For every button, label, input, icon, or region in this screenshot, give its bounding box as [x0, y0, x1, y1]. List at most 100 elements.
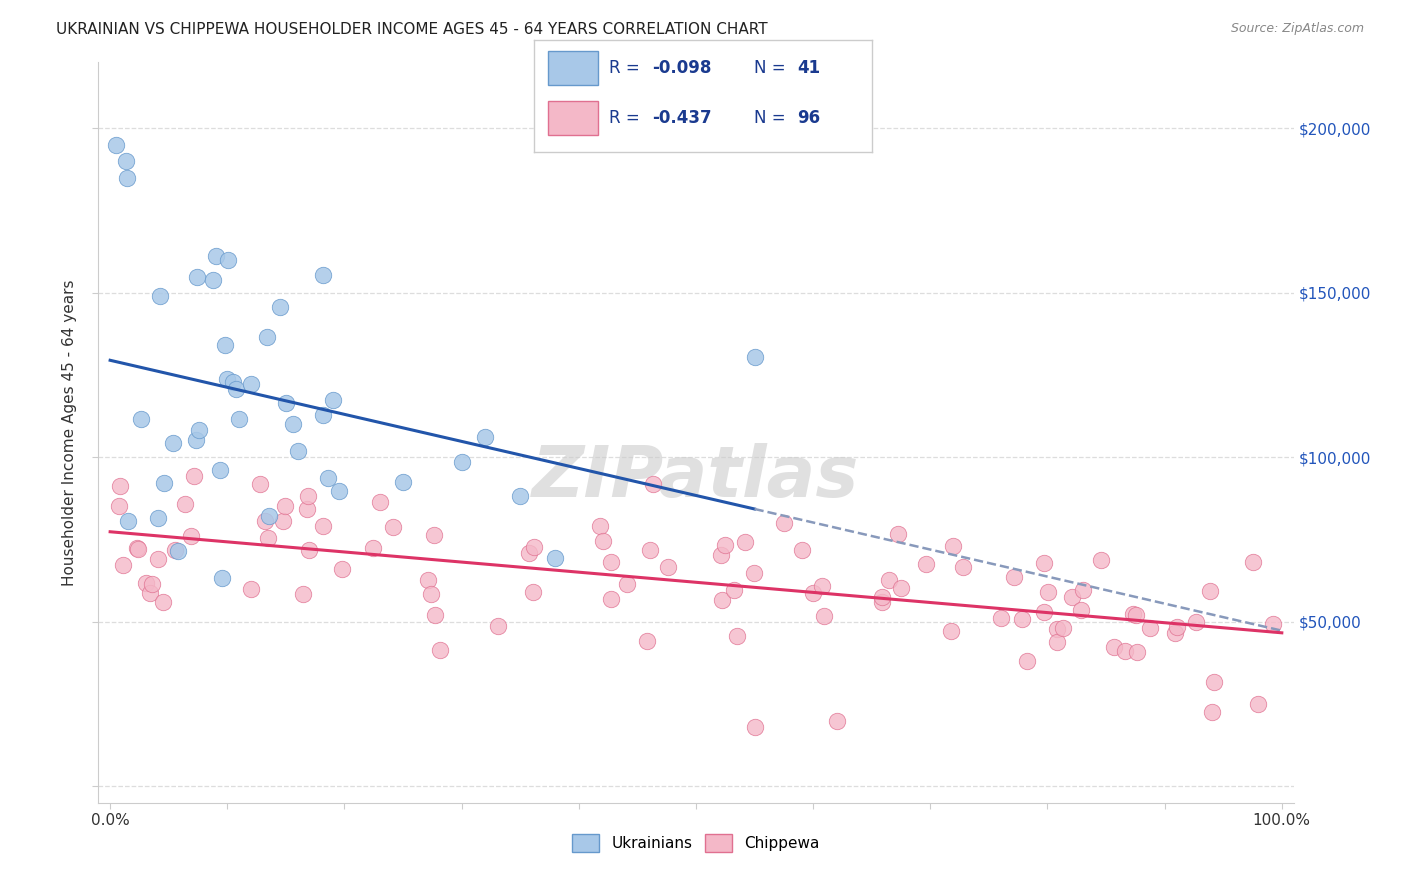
Point — [146, 551, 169, 566]
Point — [1164, 626, 1187, 640]
Point — [1046, 622, 1069, 636]
Point — [298, 543, 321, 558]
Point — [104, 137, 127, 152]
Point — [942, 539, 965, 553]
Point — [418, 573, 440, 587]
Point — [772, 516, 794, 530]
Point — [239, 377, 262, 392]
Point — [450, 454, 472, 468]
Point — [723, 582, 745, 597]
Point — [201, 273, 224, 287]
Point — [523, 540, 546, 554]
Point — [790, 543, 813, 558]
Point — [256, 531, 278, 545]
Point — [599, 591, 621, 606]
Point — [1032, 556, 1054, 570]
Point — [486, 618, 509, 632]
Point — [420, 587, 443, 601]
Point — [188, 423, 211, 437]
Point — [744, 350, 766, 364]
Point — [115, 170, 138, 185]
Point — [1002, 570, 1025, 584]
Point — [734, 534, 756, 549]
Point — [259, 508, 281, 523]
Point — [1090, 553, 1112, 567]
Point — [870, 595, 893, 609]
Point — [135, 575, 157, 590]
Point — [1036, 585, 1059, 599]
Point — [217, 253, 239, 268]
Point — [274, 499, 297, 513]
Point — [742, 566, 765, 581]
Point — [184, 433, 207, 447]
Point — [592, 534, 614, 549]
Point — [173, 497, 195, 511]
Point — [429, 643, 451, 657]
Point — [1011, 612, 1033, 626]
Text: R =: R = — [609, 59, 644, 77]
Text: 41: 41 — [797, 59, 821, 77]
Text: -0.437: -0.437 — [652, 109, 711, 128]
Point — [616, 577, 638, 591]
Point — [589, 519, 612, 533]
Point — [165, 543, 187, 558]
Point — [312, 518, 335, 533]
Point — [939, 624, 962, 638]
Point — [544, 551, 567, 566]
Point — [890, 581, 912, 595]
Point — [423, 528, 446, 542]
Point — [127, 541, 149, 555]
Point — [887, 527, 910, 541]
Point — [214, 337, 236, 351]
Point — [318, 471, 340, 485]
Point — [107, 499, 129, 513]
Point — [1114, 644, 1136, 658]
Point — [117, 514, 139, 528]
Point — [1247, 697, 1270, 711]
Point — [269, 300, 291, 314]
Text: N =: N = — [754, 109, 790, 128]
Point — [225, 382, 247, 396]
Point — [1185, 615, 1208, 629]
Point — [183, 468, 205, 483]
Point — [1015, 654, 1038, 668]
Point — [423, 607, 446, 622]
Point — [1046, 635, 1069, 649]
Point — [1126, 645, 1149, 659]
Point — [744, 720, 766, 734]
Point — [1201, 705, 1223, 719]
Point — [149, 288, 172, 302]
Point — [1261, 617, 1284, 632]
Point — [228, 412, 250, 426]
Point — [108, 479, 131, 493]
Point — [368, 494, 391, 508]
Point — [474, 430, 496, 444]
Point — [638, 543, 661, 558]
Point — [813, 609, 835, 624]
Point — [114, 154, 136, 169]
Point — [256, 329, 278, 343]
Point — [162, 435, 184, 450]
Point — [801, 586, 824, 600]
Point — [392, 475, 415, 489]
Point — [1052, 621, 1074, 635]
Point — [322, 392, 344, 407]
Point — [382, 520, 405, 534]
Text: 96: 96 — [797, 109, 821, 128]
Point — [186, 269, 208, 284]
Text: ZIPatlas: ZIPatlas — [533, 442, 859, 511]
Point — [657, 560, 679, 574]
Point — [153, 476, 176, 491]
Point — [915, 557, 938, 571]
Point — [328, 483, 350, 498]
Point — [710, 548, 733, 562]
Point — [131, 411, 153, 425]
Point — [249, 477, 271, 491]
Point — [990, 610, 1012, 624]
Point — [111, 558, 134, 573]
Point — [522, 584, 544, 599]
Point — [312, 408, 335, 422]
Point — [825, 714, 848, 728]
Point — [166, 543, 188, 558]
Point — [725, 629, 748, 643]
